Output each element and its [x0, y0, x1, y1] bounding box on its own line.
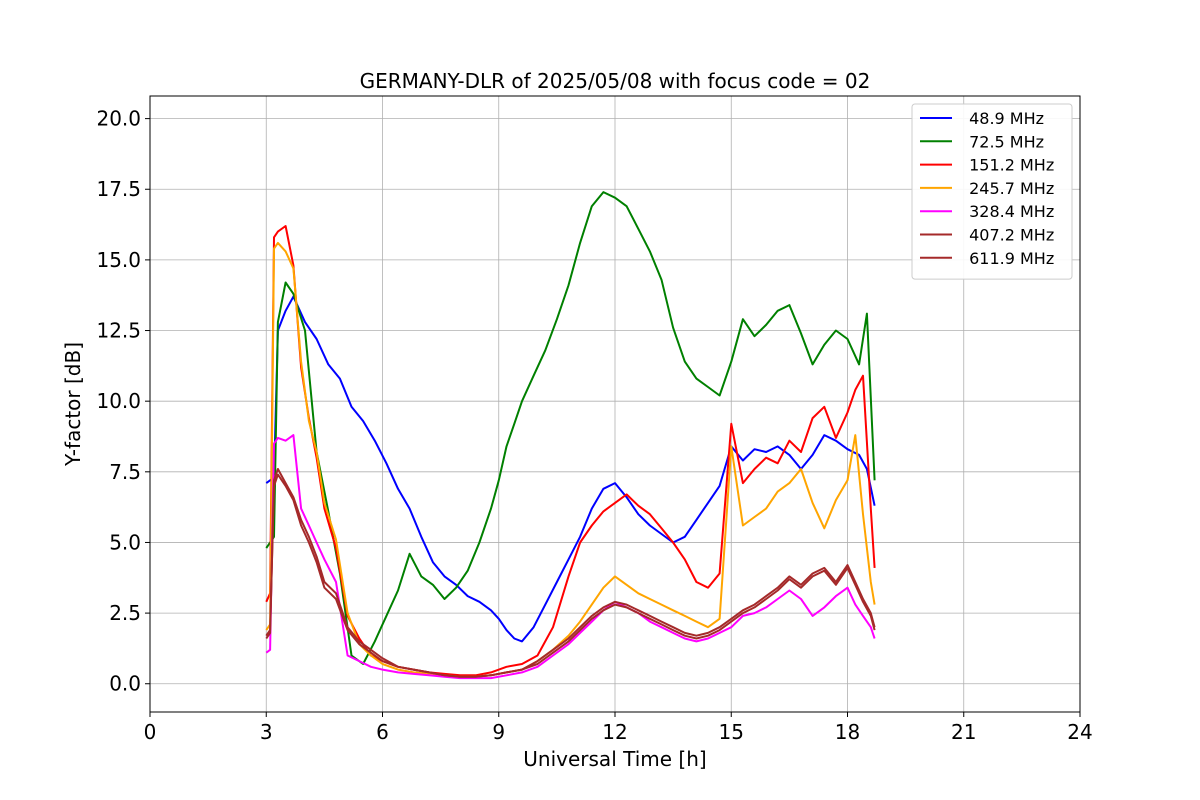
legend: 48.9 MHz 72.5 MHz 151.2 MHz 245.7 MHz 32… — [911, 103, 1073, 280]
legend-label-0: 48.9 MHz — [964, 109, 1044, 128]
x-tick-label: 0 — [144, 720, 157, 744]
y-tick-label: 2.5 — [109, 601, 141, 625]
y-tick-label: 5.0 — [109, 530, 141, 554]
legend-label-4: 328.4 MHz — [964, 202, 1054, 221]
series-line-3 — [265, 241, 876, 678]
y-axis-label: Y-factor [dB] — [61, 342, 85, 467]
y-tick-label: 15.0 — [96, 248, 141, 272]
series-line-2 — [265, 225, 876, 677]
legend-label-3: 245.7 MHz — [964, 179, 1054, 198]
series-line-4 — [265, 434, 876, 680]
y-tick-label: 12.5 — [96, 319, 141, 343]
y-tick-label: 10.0 — [96, 389, 141, 413]
y-tick-label: 17.5 — [96, 177, 141, 201]
series-line-0 — [265, 295, 876, 643]
x-tick-label: 6 — [376, 720, 389, 744]
x-axis-label: Universal Time [h] — [523, 747, 706, 771]
series-line-5 — [265, 468, 876, 678]
x-tick-label: 9 — [492, 720, 505, 744]
legend-label-1: 72.5 MHz — [964, 132, 1044, 151]
x-tick-label: 21 — [951, 720, 976, 744]
x-tick-label: 18 — [835, 720, 860, 744]
y-axis-ticks: 0.0 2.5 5.0 7.5 10.0 12.5 15.0 17.5 20.0 — [96, 107, 150, 696]
x-axis-ticks: 0 3 6 9 12 15 18 21 24 — [144, 712, 1093, 744]
x-tick-label: 3 — [260, 720, 273, 744]
legend-label-5: 407.2 MHz — [964, 226, 1054, 245]
legend-label-6: 611.9 MHz — [964, 249, 1054, 268]
y-tick-label: 7.5 — [109, 460, 141, 484]
y-tick-label: 20.0 — [96, 107, 141, 131]
x-tick-label: 12 — [602, 720, 627, 744]
x-tick-label: 15 — [719, 720, 744, 744]
legend-label-2: 151.2 MHz — [964, 156, 1054, 175]
y-tick-label: 0.0 — [109, 672, 141, 696]
series-line-6 — [265, 473, 876, 678]
series-layer — [265, 191, 876, 680]
chart-title: GERMANY-DLR of 2025/05/08 with focus cod… — [360, 69, 871, 93]
x-tick-label: 24 — [1067, 720, 1092, 744]
